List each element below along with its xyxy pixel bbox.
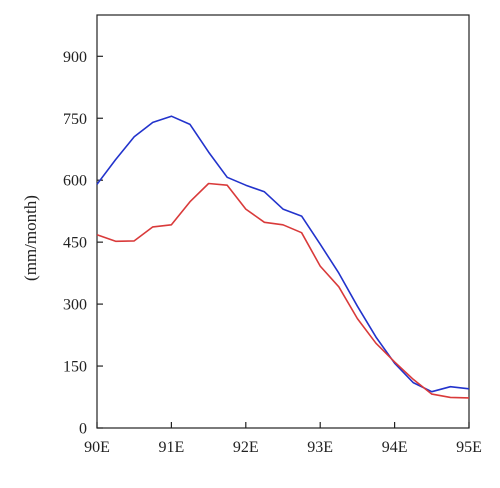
series-line-2 bbox=[96, 182, 470, 399]
x-tick-label: 93E bbox=[307, 439, 333, 456]
x-tick-label: 95E bbox=[456, 439, 482, 456]
y-tick-label: 150 bbox=[63, 359, 87, 376]
x-tick-label: 90E bbox=[84, 439, 110, 456]
plot-frame bbox=[96, 14, 470, 429]
axis-ticks: 0 150 300 450 600 750 900 90E 91E 92E 93E 94E 95E bbox=[63, 49, 482, 456]
series-line-1 bbox=[96, 115, 470, 393]
y-axis-label: (mm/month) bbox=[21, 195, 40, 281]
y-tick-label: 750 bbox=[63, 111, 87, 128]
y-tick-label: 450 bbox=[63, 235, 87, 252]
x-tick-label: 91E bbox=[159, 439, 185, 456]
y-tick-label: 300 bbox=[63, 297, 87, 314]
x-tick-label: 92E bbox=[233, 439, 259, 456]
y-tick-label: 900 bbox=[63, 49, 87, 66]
x-tick-label: 94E bbox=[382, 439, 408, 456]
y-tick-label: 0 bbox=[79, 421, 87, 438]
y-tick-label: 600 bbox=[63, 173, 87, 190]
series-lines bbox=[96, 115, 470, 399]
